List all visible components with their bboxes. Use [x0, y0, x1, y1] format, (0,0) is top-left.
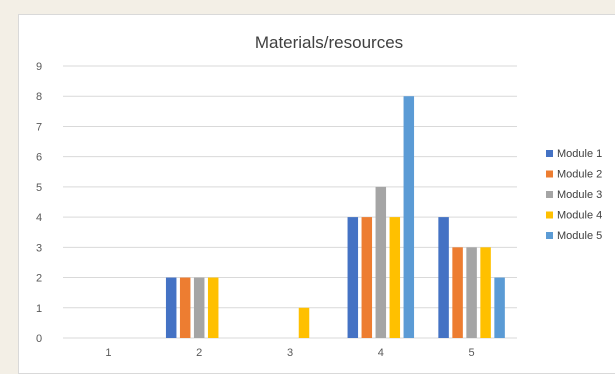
y-tick-label: 6: [36, 152, 42, 164]
y-tick-label: 4: [36, 212, 42, 224]
gridlines: [63, 66, 517, 338]
legend-label: Module 3: [557, 189, 602, 201]
bar-module-5-cat-5: [494, 278, 505, 338]
legend-label: Module 4: [557, 210, 602, 222]
bar-module-2-cat-5: [452, 247, 463, 338]
legend-swatch: [546, 212, 553, 219]
chart-title: Materials/resources: [255, 33, 403, 52]
y-tick-label: 1: [36, 303, 42, 315]
y-tick-label: 8: [36, 91, 42, 103]
bar-module-4-cat-4: [390, 217, 401, 338]
y-tick-label: 2: [36, 273, 42, 285]
legend-swatch: [546, 232, 553, 239]
bar-module-3-cat-5: [466, 247, 477, 338]
bar-module-5-cat-4: [404, 96, 415, 338]
legend-swatch: [546, 191, 553, 198]
y-tick-label: 3: [36, 242, 42, 254]
bar-module-1-cat-2: [166, 278, 177, 338]
legend-swatch: [546, 150, 553, 157]
y-tick-label: 0: [36, 333, 42, 345]
bar-module-3-cat-4: [376, 187, 387, 338]
y-tick-label: 5: [36, 182, 42, 194]
bar-chart: Materials/resources 0 1 2 3 4 5 6 7 8 9 1 2 3 4 5 Mod…: [19, 15, 615, 374]
legend-label: Module 1: [557, 148, 602, 160]
legend-swatch: [546, 171, 553, 178]
y-axis-ticks: 0 1 2 3 4 5 6 7 8 9: [36, 61, 42, 345]
bar-module-2-cat-2: [180, 278, 191, 338]
chart-panel: Materials/resources 0 1 2 3 4 5 6 7 8 9 1 2 3 4 5 Mod…: [18, 14, 615, 374]
x-tick-label: 5: [469, 347, 475, 359]
x-tick-label: 4: [378, 347, 384, 359]
x-tick-label: 2: [196, 347, 202, 359]
bar-module-1-cat-4: [348, 217, 359, 338]
bar-module-2-cat-4: [362, 217, 373, 338]
bar-module-4-cat-5: [480, 247, 491, 338]
legend: Module 1 Module 2 Module 3 Module 4 Module 5: [546, 148, 602, 242]
bar-module-4-cat-3: [299, 308, 310, 338]
bar-module-3-cat-2: [194, 278, 205, 338]
legend-label: Module 2: [557, 169, 602, 181]
y-tick-label: 9: [36, 61, 42, 73]
bar-module-1-cat-5: [438, 217, 449, 338]
y-tick-label: 7: [36, 121, 42, 133]
x-axis-ticks: 1 2 3 4 5: [105, 347, 474, 359]
bar-module-4-cat-2: [208, 278, 219, 338]
x-tick-label: 3: [287, 347, 293, 359]
legend-label: Module 5: [557, 230, 602, 242]
x-tick-label: 1: [105, 347, 111, 359]
